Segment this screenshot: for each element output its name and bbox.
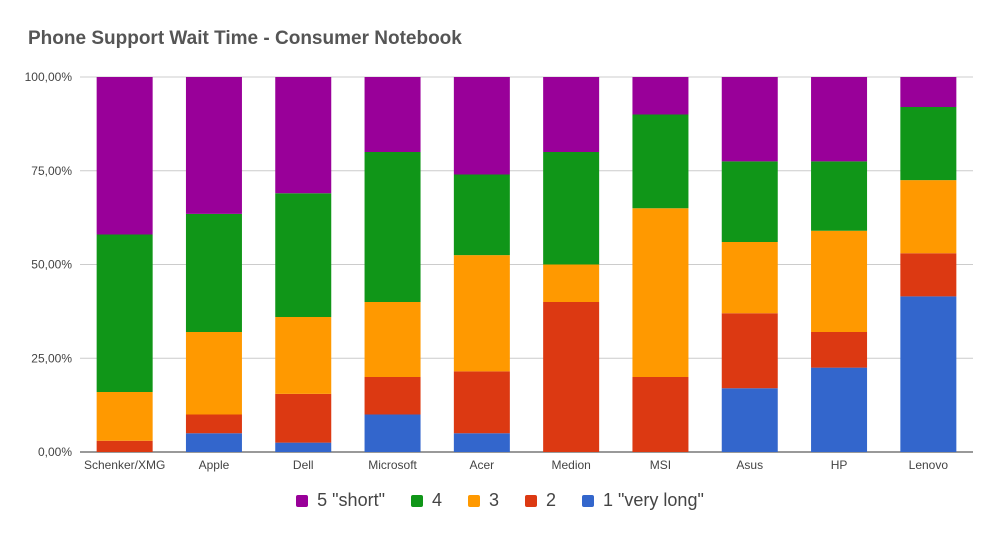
- legend-swatch: [410, 494, 423, 507]
- bar-segment: [543, 152, 600, 265]
- bar-segment: [900, 296, 957, 452]
- bar-segment: [96, 392, 153, 441]
- y-axis-ticks: 0,00% 25,00% 50,00% 75,00% 100,00%: [25, 70, 73, 459]
- bar-segment: [453, 433, 510, 452]
- bar-segment: [543, 77, 600, 152]
- bar-segment: [185, 414, 242, 434]
- x-tick-label: Dell: [293, 458, 314, 472]
- bar-segment: [96, 234, 153, 392]
- legend-swatch: [467, 494, 480, 507]
- bar-segment: [721, 242, 778, 314]
- bar-segment: [364, 302, 421, 377]
- bar-segment: [185, 433, 242, 452]
- legend-label: 3: [488, 490, 499, 510]
- bar-segment: [721, 313, 778, 389]
- bar-segment: [96, 77, 153, 235]
- bar-segment: [632, 377, 689, 452]
- bar-segment: [543, 302, 600, 452]
- x-tick-label: Schenker/XMG: [84, 458, 165, 472]
- bar-segment: [275, 442, 332, 452]
- bar-segment: [632, 114, 689, 209]
- bar-segment: [453, 174, 510, 256]
- legend-label: 1 "very long": [603, 490, 704, 510]
- bar-segment: [900, 107, 957, 181]
- bar-segment: [900, 253, 957, 297]
- bars: [96, 77, 957, 452]
- bar-segment: [811, 332, 868, 368]
- x-tick-label: Medion: [551, 458, 590, 472]
- x-tick-label: HP: [831, 458, 848, 472]
- legend-label: 4: [431, 490, 442, 510]
- bar-segment: [632, 77, 689, 115]
- legend-swatch: [582, 494, 595, 507]
- bar-segment: [185, 77, 242, 214]
- legend-item: 4: [410, 490, 442, 511]
- bar-segment: [811, 77, 868, 162]
- y-tick-label: 0,00%: [38, 445, 72, 459]
- bar-segment: [543, 264, 600, 302]
- bar-segment: [811, 161, 868, 231]
- legend-label: 5 "short": [317, 490, 385, 510]
- x-axis-ticks: Schenker/XMG Apple Dell Microsoft Acer Medion…: [84, 458, 948, 472]
- legend-item: 3: [467, 490, 499, 511]
- x-tick-label: Asus: [736, 458, 763, 472]
- bar-segment: [364, 377, 421, 415]
- legend-item: 1 "very long": [582, 490, 704, 511]
- bar-segment: [632, 208, 689, 377]
- x-tick-label: Apple: [199, 458, 230, 472]
- y-tick-label: 75,00%: [31, 164, 72, 178]
- bar-segment: [185, 213, 242, 332]
- x-tick-label: Microsoft: [368, 458, 417, 472]
- bar-segment: [453, 77, 510, 175]
- bar-segment: [900, 180, 957, 254]
- bar-segment: [275, 193, 332, 317]
- x-tick-label: Acer: [470, 458, 495, 472]
- bar-segment: [453, 255, 510, 372]
- bar-segment: [721, 161, 778, 242]
- bar-segment: [811, 230, 868, 332]
- y-tick-label: 50,00%: [31, 258, 72, 272]
- bar-segment: [185, 332, 242, 415]
- bar-segment: [364, 77, 421, 152]
- bar-segment: [364, 414, 421, 452]
- bar-segment: [275, 77, 332, 194]
- legend-item: 5 "short": [296, 490, 385, 511]
- legend: 5 "short" 4 3 2 1 "very long": [0, 490, 1000, 511]
- bar-segment: [275, 393, 332, 443]
- y-tick-label: 100,00%: [25, 70, 73, 84]
- legend-swatch: [296, 494, 309, 507]
- bar-segment: [275, 317, 332, 394]
- x-tick-label: MSI: [650, 458, 671, 472]
- legend-item: 2: [525, 490, 556, 511]
- bar-segment: [811, 367, 868, 452]
- bar-segment: [900, 77, 957, 107]
- bar-segment: [453, 371, 510, 434]
- bar-segment: [721, 388, 778, 452]
- bar-segment: [364, 152, 421, 302]
- chart-title: Phone Support Wait Time - Consumer Noteb…: [28, 28, 462, 49]
- legend-swatch: [525, 494, 537, 507]
- x-tick-label: Lenovo: [909, 458, 949, 472]
- bar-segment: [721, 77, 778, 162]
- legend-label: 2: [546, 490, 557, 510]
- bar-segment: [96, 440, 153, 452]
- y-tick-label: 25,00%: [31, 351, 72, 365]
